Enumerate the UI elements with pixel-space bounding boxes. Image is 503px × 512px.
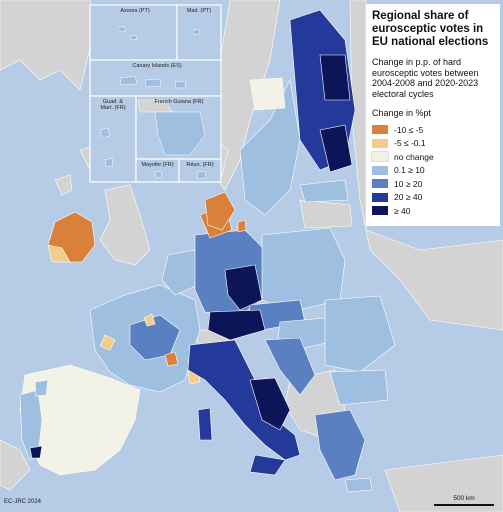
inset-label-azores: Azores (PT) [120,8,150,14]
legend-items: -10 ≤ -5 -5 ≤ -0.1 no change 0.1 ≥ 10 10 ≥ 2… [371,123,494,218]
inset-label-guadeloupe: Guad. & [102,99,124,105]
region-iberia [19,364,141,476]
legend-swatch [372,179,388,189]
inset-label-mayotte: Mayotte (FR) [141,162,174,168]
legend-label: -10 ≤ -5 [394,124,424,135]
inset-label-reunion: Réun. (FR) [186,162,214,168]
legend-label: 10 ≥ 20 [394,178,423,189]
legend-swatch [371,151,389,163]
legend-item: 0.1 ≥ 10 [372,164,494,178]
region-france [89,284,201,393]
legend-swatch [372,125,388,135]
inset-label-madeira: Mad. (PT) [186,8,212,14]
scale-label: 500 km [453,495,475,502]
map-subtitle: Change in p.p. of hard eurosceptic votes… [372,57,479,99]
region-greece [314,409,373,493]
scale-line [434,504,494,506]
legend-item: -10 ≤ -5 [372,123,494,137]
legend-item: 20 ≥ 40 [372,191,494,205]
inset-panels [89,4,222,183]
legend-item: ≥ 40 [372,204,494,218]
region-italy [187,309,316,476]
legend-label: ≥ 40 [394,205,411,216]
inset-label-guiana: French Guiana (FR) [154,99,204,105]
map-title: Regional share of eurosceptic votes in E… [372,10,489,48]
inset-label-canary: Canary Islands (ES) [132,63,182,69]
region-ireland [47,211,96,263]
legend-item: 10 ≥ 20 [372,177,494,191]
inset-label-martinique: Mart. (FR) [100,105,126,111]
legend-item: no change [371,150,494,164]
scale-bar: 500 km [434,495,494,507]
legend-label: no change [394,151,434,162]
inset-land [99,25,207,180]
legend-label: 0.1 ≥ 10 [394,165,425,176]
legend-item: -5 ≤ -0.1 [372,137,494,151]
legend-swatch [372,138,388,148]
legend-heading: Change in %pt [372,108,432,118]
legend-label: -5 ≤ -0.1 [394,138,426,149]
legend-swatch [372,206,388,216]
legend-swatch [372,165,388,175]
region-north [204,9,356,231]
legend-label: 20 ≥ 40 [394,192,423,203]
legend-panel: Regional share of eurosceptic votes in E… [366,4,500,226]
credit-text: EC-JRC 2024 [4,499,42,505]
legend-swatch [372,192,388,202]
